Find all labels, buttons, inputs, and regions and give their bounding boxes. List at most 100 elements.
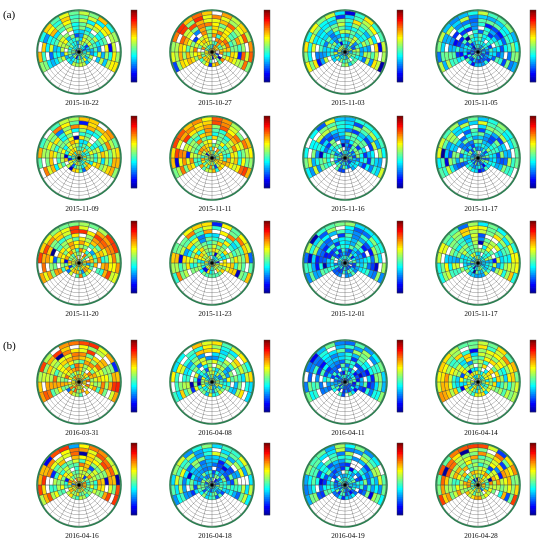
grid-spoke: [438, 262, 479, 274]
grid-spoke: [344, 157, 385, 169]
colorbar-segment: [131, 13, 137, 16]
grid-spoke: [172, 262, 213, 274]
colorbar-segment: [397, 249, 403, 252]
colorbar-segment: [264, 74, 270, 77]
colorbar-segment: [397, 134, 403, 137]
grid-spoke: [442, 381, 479, 403]
colorbar-segment: [264, 374, 270, 377]
grid-spoke: [43, 242, 80, 264]
colorbar-segment: [397, 146, 403, 149]
colorbar-segment: [530, 130, 536, 133]
grid-spoke: [211, 352, 242, 383]
colorbar-segment: [530, 144, 536, 147]
colorbar-segment: [131, 179, 137, 182]
polar-heatmap-cells: [303, 221, 387, 284]
colorbar-segment: [530, 60, 536, 63]
colorbar-frame: [529, 9, 537, 83]
colorbar-segment: [530, 374, 536, 377]
outer-rim: [36, 442, 122, 528]
date-label: 2016-04-11: [331, 429, 365, 437]
colorbar-segment: [397, 251, 403, 254]
colorbar-segment: [397, 166, 403, 169]
colorbar-segment: [530, 284, 536, 287]
colorbar-segment: [397, 269, 403, 272]
grid-spoke: [438, 51, 479, 63]
grid-spoke: [467, 12, 479, 53]
colorbar-segment: [264, 266, 270, 269]
colorbar-segment: [264, 29, 270, 32]
colorbar-segment: [530, 361, 536, 364]
colorbar-segment: [397, 406, 403, 409]
grid-spoke: [49, 128, 80, 159]
center-marker: [210, 380, 214, 384]
grid-spoke: [58, 381, 80, 418]
colorbar-segment: [131, 388, 137, 391]
grid-spoke: [78, 137, 115, 159]
colorbar-segment: [131, 491, 137, 494]
colorbar-segment: [131, 22, 137, 25]
colorbar-segment: [397, 341, 403, 344]
colorbar-segment: [131, 159, 137, 162]
colorbar-segment: [131, 73, 137, 76]
colorbar-segment: [264, 26, 270, 29]
colorbar-segment: [264, 291, 270, 294]
colorbar-segment: [530, 80, 536, 83]
grid-spoke: [442, 262, 479, 284]
grid-spoke: [211, 157, 223, 198]
colorbar-segment: [397, 15, 403, 18]
polar-heatmap-svg: [169, 442, 271, 528]
colorbar-segment: [131, 148, 137, 151]
grid-spoke: [78, 381, 90, 422]
colorbar-segment: [397, 276, 403, 279]
colorbar-segment: [397, 349, 403, 352]
grid-spoke: [78, 484, 119, 496]
grid-spoke: [49, 157, 80, 188]
colorbar-segment: [264, 271, 270, 274]
colorbar-segment: [264, 397, 270, 400]
colorbar-segment: [264, 386, 270, 389]
colorbar-segment: [530, 365, 536, 368]
colorbar-segment: [397, 258, 403, 261]
colorbar-segment: [264, 349, 270, 352]
center-marker: [476, 261, 480, 265]
colorbar-segment: [131, 457, 137, 460]
colorbar: [396, 220, 404, 294]
date-label: 2015-11-20: [65, 310, 99, 318]
grid-spoke: [324, 227, 346, 264]
colorbar-segment: [397, 285, 403, 288]
grid-spoke: [309, 157, 346, 179]
grid-spoke: [78, 262, 109, 293]
grid-spoke: [78, 242, 115, 264]
grid-spoke: [68, 381, 80, 422]
grid-spoke: [176, 262, 213, 284]
colorbar-segment: [397, 80, 403, 83]
colorbar-segment: [397, 171, 403, 174]
colorbar: [396, 9, 404, 83]
grid-spoke: [49, 233, 80, 264]
colorbar-segment: [131, 379, 137, 382]
colorbar-segment: [131, 74, 137, 77]
grid-spoke: [457, 51, 479, 88]
colorbar-segment: [131, 11, 137, 14]
colorbar-segment: [397, 173, 403, 176]
colorbar-segment: [131, 479, 137, 482]
colorbar-segment: [131, 258, 137, 261]
grid-spoke: [344, 381, 366, 418]
grid-spoke: [344, 118, 356, 159]
grid-spoke: [78, 361, 115, 383]
grid-spoke: [309, 137, 346, 159]
grid-spoke: [201, 381, 213, 422]
colorbar: [130, 9, 138, 83]
colorbar-segment: [397, 179, 403, 182]
grid-spoke: [78, 51, 90, 92]
colorbar-segment: [131, 401, 137, 404]
colorbar-segment: [397, 244, 403, 247]
colorbar-segment: [397, 22, 403, 25]
colorbar-segment: [397, 150, 403, 153]
colorbar-segment: [397, 155, 403, 158]
grid-spoke: [78, 22, 109, 53]
colorbar-segment: [264, 237, 270, 240]
grid-spoke: [68, 157, 80, 198]
grid-spoke: [211, 16, 233, 53]
colorbar-segment: [131, 349, 137, 352]
